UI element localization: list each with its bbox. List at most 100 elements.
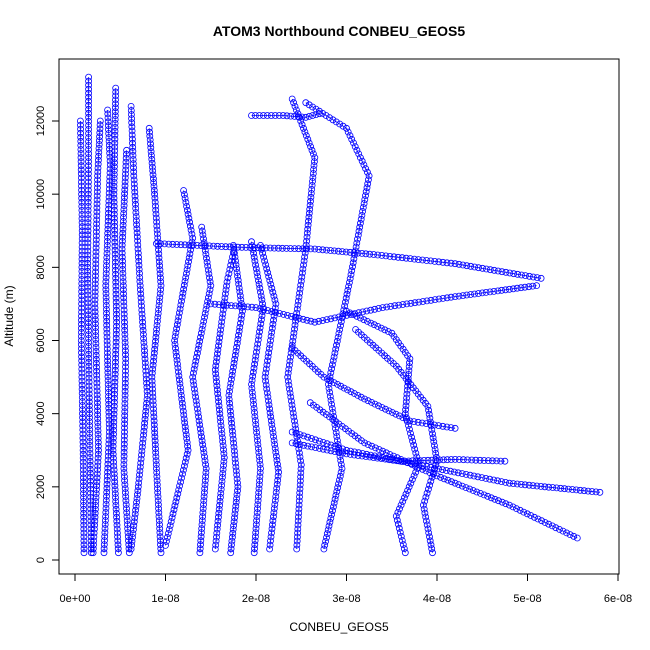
data-point xyxy=(79,434,87,442)
data-point xyxy=(230,518,238,526)
data-point xyxy=(309,103,317,111)
data-point xyxy=(297,461,305,469)
data-point xyxy=(358,249,366,257)
data-point xyxy=(290,413,298,421)
data-point xyxy=(105,420,113,428)
data-point xyxy=(111,482,119,490)
data-point xyxy=(232,347,240,355)
data-point xyxy=(307,197,314,205)
data-point xyxy=(132,200,139,208)
data-point xyxy=(123,146,130,154)
data-point xyxy=(87,541,95,549)
data-point xyxy=(231,351,239,359)
data-point xyxy=(270,433,277,440)
data-point xyxy=(345,279,353,286)
data-point xyxy=(84,223,92,231)
data-point xyxy=(280,310,287,318)
data-point xyxy=(103,262,110,269)
profile xyxy=(343,307,423,557)
data-point xyxy=(425,406,433,414)
data-point xyxy=(537,274,545,282)
y-tick-label: 0 xyxy=(35,557,47,563)
data-point xyxy=(422,513,430,521)
data-point xyxy=(272,493,280,500)
data-point xyxy=(228,537,236,545)
data-point xyxy=(134,241,142,249)
data-point xyxy=(121,404,129,412)
data-point xyxy=(139,318,147,326)
data-point xyxy=(131,514,139,522)
data-point xyxy=(78,324,85,332)
data-point xyxy=(172,329,180,337)
data-point xyxy=(214,521,222,529)
data-point xyxy=(183,202,191,210)
data-point xyxy=(303,233,311,241)
data-point xyxy=(191,389,199,397)
data-point xyxy=(339,449,347,457)
data-point xyxy=(102,278,110,286)
data-point xyxy=(216,497,224,505)
data-point xyxy=(359,207,367,215)
data-point xyxy=(233,475,241,483)
data-point xyxy=(219,310,227,318)
data-point xyxy=(198,227,206,235)
data-point xyxy=(325,522,333,530)
data-point xyxy=(112,88,120,96)
data-point xyxy=(121,379,129,387)
data-point xyxy=(517,480,525,488)
data-point xyxy=(293,537,301,545)
data-point xyxy=(229,526,237,533)
data-point xyxy=(430,438,438,446)
data-point xyxy=(92,498,100,505)
data-point xyxy=(213,378,220,386)
data-point xyxy=(94,160,102,168)
data-point xyxy=(121,387,129,395)
data-point xyxy=(93,363,100,371)
data-point xyxy=(304,433,312,441)
data-point xyxy=(304,225,312,233)
data-point xyxy=(287,112,295,120)
data-point xyxy=(199,505,207,513)
profile-line xyxy=(310,402,578,539)
data-point xyxy=(166,522,174,529)
data-point xyxy=(308,185,316,193)
data-point xyxy=(486,266,494,274)
data-point xyxy=(189,234,197,242)
data-point xyxy=(233,269,241,276)
data-point xyxy=(101,525,109,532)
data-point xyxy=(537,482,545,490)
data-point xyxy=(85,97,92,105)
data-point xyxy=(79,406,86,414)
data-point xyxy=(393,516,401,524)
data-point xyxy=(525,283,533,291)
data-point xyxy=(493,457,501,465)
data-point xyxy=(77,162,85,170)
data-point xyxy=(289,333,297,341)
data-point xyxy=(155,254,163,262)
data-point xyxy=(112,334,120,342)
data-point xyxy=(300,432,308,440)
data-point xyxy=(356,223,364,231)
data-point xyxy=(425,529,433,537)
data-point xyxy=(85,113,92,121)
data-point xyxy=(331,495,339,503)
data-point xyxy=(306,201,314,209)
data-point xyxy=(118,249,126,257)
data-point xyxy=(338,465,346,472)
data-point xyxy=(196,337,204,345)
data-point xyxy=(334,380,341,388)
data-point xyxy=(448,478,455,486)
chart-title: ATOM3 Northbound CONBEU_GEOS5 xyxy=(213,23,465,39)
data-point xyxy=(498,498,506,506)
data-point xyxy=(121,326,129,334)
data-point xyxy=(104,377,112,384)
data-point xyxy=(121,186,129,194)
data-point xyxy=(129,534,136,541)
data-point xyxy=(385,407,393,415)
data-point xyxy=(348,267,356,275)
data-point xyxy=(93,391,101,399)
data-point xyxy=(102,286,110,294)
data-point xyxy=(203,302,211,309)
data-point xyxy=(235,331,242,339)
data-point xyxy=(141,355,149,363)
